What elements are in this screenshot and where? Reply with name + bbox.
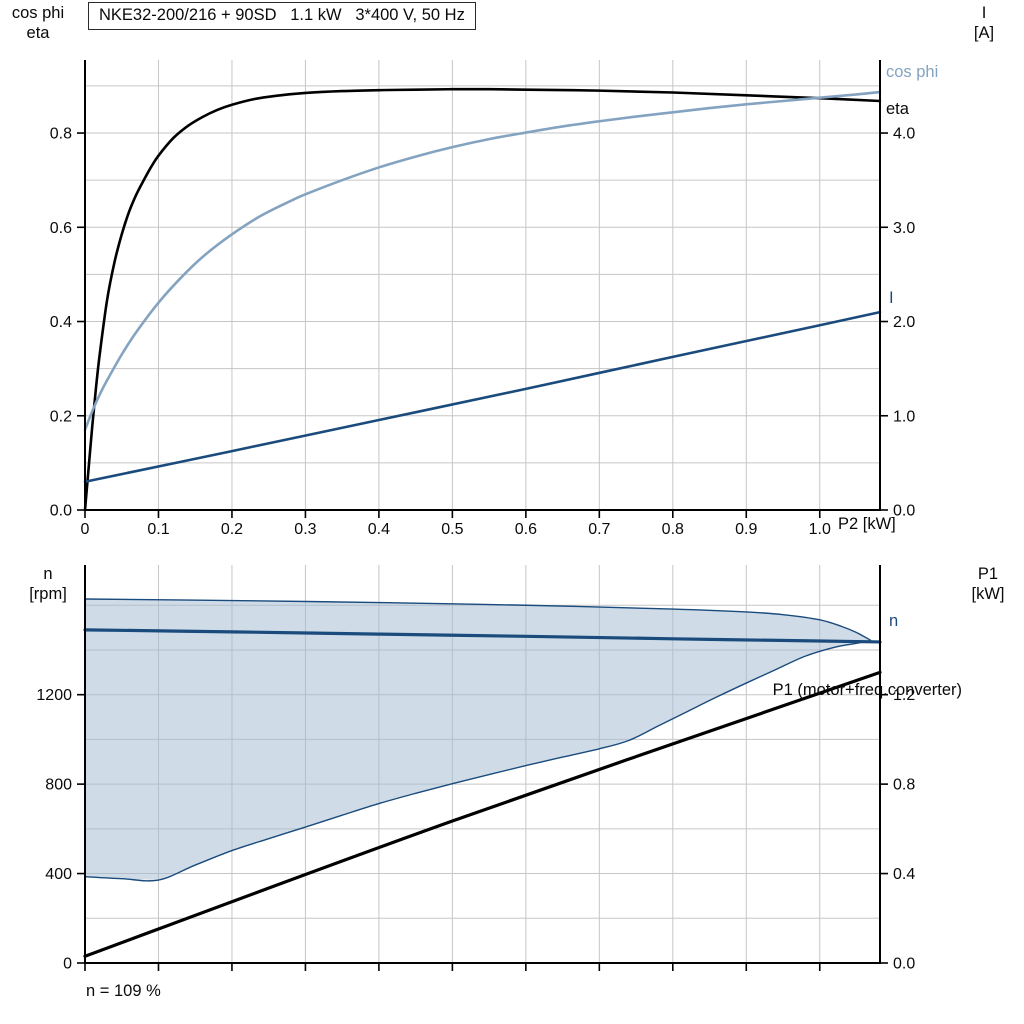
y-right-tick-label: 1.2 (893, 687, 915, 704)
x-tick-label: 0.8 (662, 521, 684, 538)
y-right-tick-label: 4.0 (893, 126, 915, 143)
current-curve-label: I (889, 289, 894, 307)
current-axis-title: I (981, 4, 987, 22)
y-right-tick-label: 3.0 (893, 220, 915, 237)
top-left-axis-title: cos phi eta (2, 3, 74, 43)
x-tick-label: 0.5 (441, 521, 463, 538)
cos-phi-curve (83, 90, 882, 432)
y-right-tick-label: 0.0 (893, 503, 915, 520)
x-tick-label: 1.0 (809, 521, 831, 538)
x-tick-label: 0.6 (515, 521, 537, 538)
n-curve (83, 628, 882, 644)
y-left-tick-label: 0.4 (50, 314, 72, 331)
top-right-axis-title: I [A] (958, 3, 1010, 43)
x-tick-label: 0.3 (294, 521, 316, 538)
bottom-left-axis-title: n [rpm] (16, 564, 80, 604)
speed-control-range-area (85, 598, 872, 881)
y-right-tick-label: 0.8 (893, 777, 915, 794)
range-lower-bound-line (84, 639, 872, 882)
x-tick-label: 0.1 (147, 521, 169, 538)
cos-phi-curve-label: cos phi (886, 63, 939, 81)
y-left-tick-label: 0.8 (50, 126, 72, 143)
x-tick-label: 0.4 (368, 521, 390, 538)
y-left-tick-label: 0.0 (50, 503, 72, 520)
y-left-tick-label: 400 (45, 866, 72, 883)
power-axis-unit: [kW] (971, 585, 1005, 604)
cos-phi-axis-title: cos phi (11, 4, 65, 22)
speed-axis-unit: [rpm] (29, 585, 67, 604)
speed-axis-title: n (43, 565, 53, 583)
y-right-tick-label: 0.0 (893, 956, 915, 973)
range-upper-bound-line (84, 598, 872, 642)
y-right-tick-label: 2.0 (893, 314, 915, 331)
i-curve (83, 310, 882, 484)
x-tick-label: 0.9 (735, 521, 757, 538)
p1-curve-label: P1 (motor+freq.converter) (772, 681, 962, 699)
x-tick-label: 0.2 (221, 521, 243, 538)
eta-curve-label: eta (886, 100, 909, 118)
speed-curve-label: n (889, 612, 899, 630)
speed-percentage-note: n = 109 % (86, 982, 161, 1000)
y-left-tick-label: 0 (63, 956, 72, 973)
bottom-right-axis-title: P1 [kW] (962, 564, 1014, 604)
x-axis-label: P2 [kW] (838, 515, 896, 533)
current-axis-unit: [A] (973, 24, 995, 43)
chart-bottom: 0 400 800 1200 0.0 0.4 0.8 1.2 (36, 565, 915, 973)
y-left-tick-label: 0.2 (50, 408, 72, 425)
y-right-tick-label: 0.4 (893, 866, 915, 883)
y-right-tick-label: 1.0 (893, 408, 915, 425)
y-left-tick-label: 0.6 (50, 220, 72, 237)
power-axis-title: P1 (977, 565, 999, 583)
chart-title: NKE32-200/216 + 90SD 1.1 kW 3*400 V, 50 … (88, 2, 476, 30)
eta-curve (83, 87, 882, 512)
y-left-tick-label: 1200 (36, 687, 72, 704)
x-tick-label: 0.7 (588, 521, 610, 538)
p1-curve (83, 670, 882, 958)
x-tick-label: 0 (81, 521, 90, 538)
chart-top: 0 0.1 0.2 0.3 0.4 0.5 0.6 0.7 0.8 0.9 1.0 0.0 0.2 0.4… (50, 60, 915, 538)
eta-axis-title: eta (26, 24, 50, 43)
y-left-tick-label: 800 (45, 777, 72, 794)
